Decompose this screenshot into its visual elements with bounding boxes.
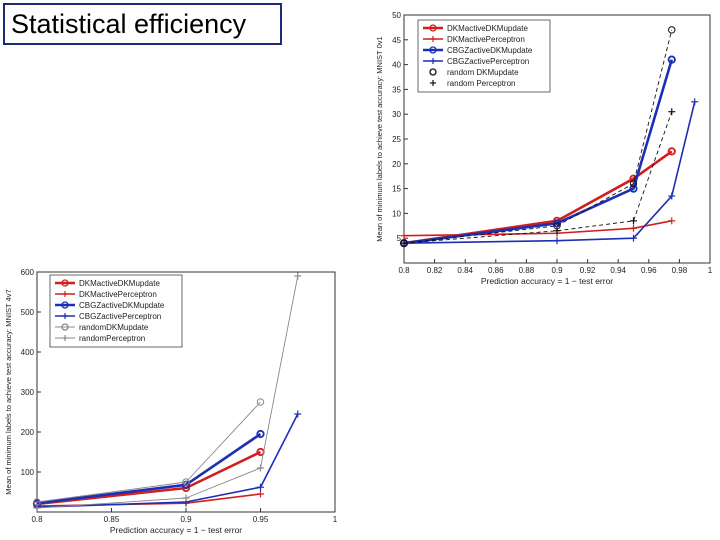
chart2-ytick-label: 500 — [21, 308, 35, 317]
chart1-legend-label: DKMactivePerceptron — [447, 35, 525, 44]
chart1-legend-label: random Perceptron — [447, 79, 515, 88]
chart2-data-point — [182, 478, 190, 486]
chart1-legend-marker — [429, 68, 437, 76]
chart1-data-point — [668, 192, 676, 200]
chart1-legend-label: CBGZactivePerceptron — [447, 57, 529, 66]
chart1-data-point — [630, 224, 637, 232]
chart2-legend-marker — [61, 301, 69, 309]
chart2-ytick-label: 600 — [21, 268, 35, 277]
chart2-ytick-label: 100 — [21, 468, 35, 477]
chart-mnist-4v7: 0.8 0.85 0.9 0.95 1 100 200 300 400 500 600 Predict… — [4, 268, 338, 535]
chart1-legend-label: DKMactiveDKMupdate — [447, 24, 528, 33]
chart1-ytick-label: 15 — [392, 185, 401, 194]
chart1-data-point — [668, 26, 676, 34]
chart1-xaxis-label: Prediction accuracy = 1 − test error — [481, 276, 613, 286]
chart1-ytick-label: 35 — [392, 85, 401, 94]
chart1-xtick-label: 0.8 — [398, 266, 410, 275]
chart1-data-point — [630, 234, 637, 242]
chart1-data-point — [667, 55, 676, 64]
chart2-series-line — [36, 413, 299, 508]
chart2-data-point — [182, 494, 190, 502]
chart2-xtick-label: 1 — [333, 515, 338, 524]
chart1-xtick-label: 0.88 — [519, 266, 535, 275]
chart2-series-line — [36, 450, 262, 506]
chart2-ytick-label: 300 — [21, 388, 35, 397]
chart1-xtick-label: 0.9 — [551, 266, 563, 275]
chart2-ytick-label: 200 — [21, 428, 35, 437]
chart2-data-point — [294, 410, 302, 418]
chart1-legend-label: CBGZactiveDKMupdate — [447, 46, 533, 55]
chart2-legend-marker — [61, 323, 69, 331]
chart2-data-point — [256, 429, 265, 439]
chart1-legend-marker — [429, 46, 437, 54]
chart2-data-point — [257, 483, 264, 491]
chart1-legend-label: random DKMupdate — [447, 68, 519, 77]
chart1-data-point — [553, 227, 561, 235]
chart1-ytick-label: 25 — [392, 135, 401, 144]
chart1-data-point — [400, 239, 408, 247]
chart1-ytick-label: 20 — [392, 160, 401, 169]
chart2-xtick-label: 0.85 — [104, 515, 120, 524]
chart1-data-point — [668, 108, 676, 116]
chart1-data-point — [668, 217, 676, 225]
slide-title-box: Statistical efficiency — [3, 3, 282, 45]
chart2-data-point — [256, 398, 265, 406]
chart2-legend-label: DKMactiveDKMupdate — [79, 279, 160, 288]
chart1-ytick-label: 10 — [392, 209, 401, 218]
chart2-data-point — [33, 504, 41, 512]
chart1-data-point — [629, 184, 638, 193]
chart2-legend-label: randomDKMupdate — [79, 323, 149, 332]
chart1-xtick-label: 0.86 — [488, 266, 504, 275]
chart1-ytick-label: 5 — [397, 234, 402, 243]
chart2-xtick-label: 0.9 — [180, 515, 192, 524]
slide-title: Statistical efficiency — [11, 9, 247, 39]
chart2-data-point — [257, 464, 264, 472]
chart1-xtick-label: 1 — [708, 266, 713, 275]
chart2-series-line — [36, 401, 261, 503]
chart1-xtick-label: 0.92 — [580, 266, 596, 275]
chart2-legend-box — [49, 274, 183, 348]
chart2-legend-label: CBGZactivePerceptron — [79, 312, 161, 321]
chart1-xtick-label: 0.96 — [641, 266, 657, 275]
chart2-legend-label: randomPerceptron — [79, 334, 145, 343]
chart2-legend-label: CBGZactiveDKMupdate — [79, 301, 165, 310]
chart1-legend-marker — [429, 24, 437, 32]
chart1-data-point — [667, 147, 676, 156]
chart1-series-line — [403, 111, 673, 244]
chart1-xtick-label: 0.98 — [672, 266, 688, 275]
chart2-xtick-label: 0.95 — [253, 515, 269, 524]
chart2-xtick-label: 0.8 — [31, 515, 43, 524]
chart1-yaxis-label: Mean of minimum labels to achieve test a… — [375, 36, 384, 241]
chart1-data-point — [630, 217, 637, 225]
chart1-xtick-label: 0.84 — [457, 266, 473, 275]
chart2-data-point — [294, 272, 302, 280]
chart1-data-point — [629, 179, 638, 188]
chart1-ytick-label: 30 — [392, 110, 401, 119]
chart2-ytick-label: 400 — [21, 348, 35, 357]
chart2-series-line — [36, 275, 299, 509]
chart1-legend-box — [417, 19, 551, 93]
chart2-legend-marker — [61, 279, 69, 287]
chart1-data-point — [400, 232, 408, 240]
chart1-series-line — [403, 150, 673, 245]
chart1-ytick-label: 40 — [392, 61, 401, 70]
chart1-data-point — [691, 98, 699, 106]
chart2-data-point — [257, 490, 264, 498]
chart1-series-line — [403, 29, 673, 244]
chart2-yaxis-label: Mean of minimum labels to achieve test a… — [4, 289, 13, 494]
chart1-data-point — [552, 219, 562, 228]
chart1-ytick-label: 50 — [392, 11, 401, 20]
chart1-xtick-label: 0.82 — [427, 266, 443, 275]
chart1-series-line — [403, 59, 673, 245]
chart1-data-point — [553, 237, 561, 245]
chart1-ytick-label: 45 — [392, 36, 401, 45]
chart-mnist-0v1: 0.8 0.82 0.84 0.86 0.88 0.9 0.92 0.94 0.96 0.98 15… — [375, 11, 713, 286]
chart2-xaxis-label: Prediction accuracy = 1 − test error — [110, 525, 242, 535]
chart1-xtick-label: 0.94 — [610, 266, 626, 275]
chart2-legend-label: DKMactivePerceptron — [79, 290, 157, 299]
